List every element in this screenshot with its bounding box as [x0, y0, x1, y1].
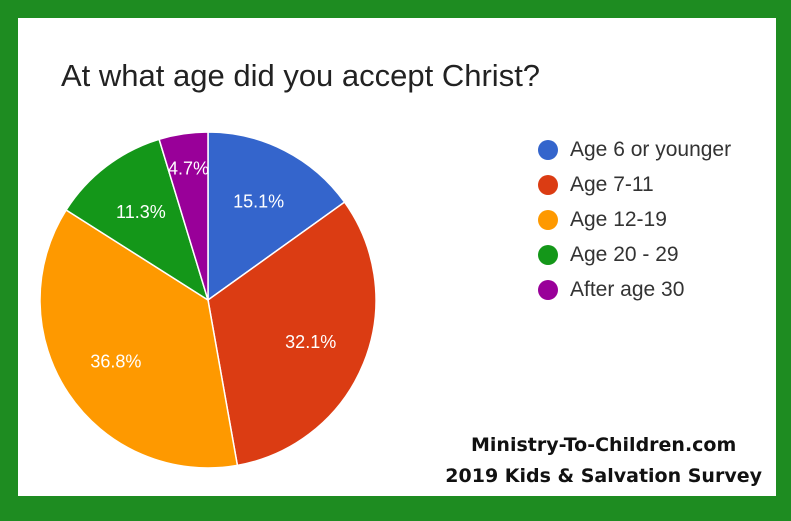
legend-swatch [538, 244, 558, 265]
slice-value-label: 4.7% [168, 159, 209, 179]
pie-slice-after-age-30[interactable] [158, 131, 209, 301]
credit-site: Ministry-To-Children.com [471, 434, 737, 456]
legend-swatch [538, 209, 558, 230]
legend-swatch [538, 174, 558, 195]
pie-slice-age-20-29[interactable] [65, 138, 210, 302]
legend-item-age-7-11[interactable]: Age 7-11 [538, 167, 731, 202]
slice-value-label: 32.1% [285, 332, 336, 352]
slice-value-label: 15.1% [233, 191, 284, 211]
chart-legend: Age 6 or younger Age 7-11 Age 12-19 Age … [538, 132, 731, 307]
pie-slice-age-6-or-younger[interactable] [207, 131, 346, 302]
chart-title: At what age did you accept Christ? [61, 58, 541, 93]
legend-label: Age 12-19 [570, 207, 667, 231]
pie-chart: 15.1% 32.1% 36.8% 11.3% 4.7% [39, 131, 377, 469]
legend-item-after-age-30[interactable]: After age 30 [538, 272, 731, 307]
legend-item-age-20-29[interactable]: Age 20 - 29 [538, 237, 731, 272]
credit-block: Ministry-To-Children.com 2019 Kids & Sal… [445, 430, 762, 492]
legend-label: After age 30 [570, 277, 685, 301]
slice-value-label: 36.8% [90, 352, 141, 372]
legend-item-age-6-or-younger[interactable]: Age 6 or younger [538, 132, 731, 167]
legend-label: Age 20 - 29 [570, 242, 679, 266]
pie-slice-age-12-19[interactable] [39, 208, 239, 469]
slice-value-label: 11.3% [116, 202, 166, 222]
legend-label: Age 7-11 [570, 172, 654, 196]
chart-frame: At what age did you accept Christ? 15.1%… [18, 18, 776, 496]
legend-swatch [538, 139, 558, 160]
legend-label: Age 6 or younger [570, 137, 732, 161]
legend-item-age-12-19[interactable]: Age 12-19 [538, 202, 731, 237]
legend-swatch [538, 279, 558, 300]
pie-slice-age-7-11[interactable] [207, 201, 377, 467]
credit-survey: 2019 Kids & Salvation Survey [445, 465, 762, 487]
